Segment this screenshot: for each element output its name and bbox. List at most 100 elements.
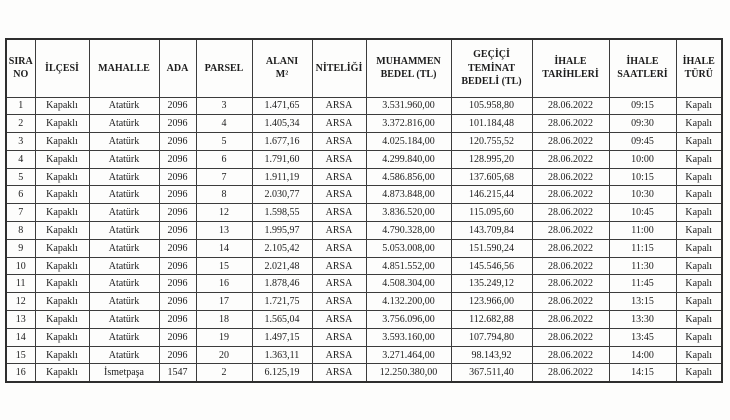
cell-sira_no: 14 — [5, 327, 36, 347]
cell-sira_no: 12 — [5, 292, 36, 312]
cell-ihale_saatleri: 14:00 — [608, 345, 677, 365]
cell-mahalle: Atatürk — [88, 167, 160, 187]
cell-muhammen_bedel_tl: 3.836.520,00 — [365, 203, 452, 223]
cell-alani_m2: 2.030,77 — [251, 185, 313, 205]
cell-sira_no: 15 — [5, 345, 36, 365]
cell-gecici_teminat_bedeli_tl: 151.590,24 — [450, 238, 533, 258]
cell-mahalle: Atatürk — [88, 345, 160, 365]
cell-ihale_saatleri: 10:30 — [608, 185, 677, 205]
cell-gecici_teminat_bedeli_tl: 105.958,80 — [450, 96, 533, 116]
cell-alani_m2: 1.598,55 — [251, 203, 313, 223]
cell-alani_m2: 6.125,19 — [251, 363, 313, 383]
cell-niteligi: ARSA — [311, 149, 367, 169]
table-row: 9 Kapaklı Atatürk 2096 14 2.105,42 ARSA 5.053.0… — [5, 238, 723, 258]
cell-alani_m2: 1.363,11 — [251, 345, 313, 365]
cell-ihale_turu: Kapalı — [675, 274, 723, 294]
cell-sira_no: 7 — [5, 203, 36, 223]
cell-ihale_turu: Kapalı — [675, 327, 723, 347]
cell-ihale_turu: Kapalı — [675, 310, 723, 329]
cell-parsel: 19 — [195, 327, 253, 347]
cell-ihale_saatleri: 11:15 — [608, 238, 677, 258]
cell-sira_no: 8 — [5, 221, 36, 240]
cell-ihale_turu: Kapalı — [675, 345, 723, 365]
cell-parsel: 7 — [195, 167, 253, 187]
cell-ihale_tarihleri: 28.06.2022 — [531, 310, 610, 329]
table-row: 4 Kapaklı Atatürk 2096 6 1.791,60 ARSA 4.299.84… — [5, 149, 723, 169]
cell-mahalle: Atatürk — [88, 327, 160, 347]
table-row: 16 Kapaklı İsmetpaşa 1547 2 6.125,19 ARSA 12.25… — [5, 363, 723, 383]
cell-niteligi: ARSA — [311, 221, 367, 240]
cell-alani_m2: 1.721,75 — [251, 292, 313, 312]
cell-ilcesi: Kapaklı — [34, 327, 90, 347]
cell-ada: 2096 — [158, 274, 197, 294]
cell-ihale_tarihleri: 28.06.2022 — [531, 167, 610, 187]
column-header-gecici_teminat_bedeli_tl: GEÇİÇİ TEMİNAT BEDELİ (TL) — [450, 38, 533, 98]
cell-parsel: 13 — [195, 221, 253, 240]
column-header-ihale_turu: İHALE TÜRÜ — [675, 38, 723, 98]
cell-ihale_tarihleri: 28.06.2022 — [531, 345, 610, 365]
cell-mahalle: Atatürk — [88, 149, 160, 169]
cell-alani_m2: 1.791,60 — [251, 149, 313, 169]
cell-mahalle: Atatürk — [88, 310, 160, 329]
cell-ihale_saatleri: 10:00 — [608, 149, 677, 169]
cell-niteligi: ARSA — [311, 363, 367, 383]
cell-ihale_tarihleri: 28.06.2022 — [531, 292, 610, 312]
cell-ada: 2096 — [158, 310, 197, 329]
cell-mahalle: Atatürk — [88, 203, 160, 223]
cell-ada: 2096 — [158, 96, 197, 116]
cell-ada: 2096 — [158, 256, 197, 276]
cell-ilcesi: Kapaklı — [34, 256, 90, 276]
cell-alani_m2: 1.677,16 — [251, 132, 313, 151]
cell-ilcesi: Kapaklı — [34, 149, 90, 169]
cell-ihale_tarihleri: 28.06.2022 — [531, 221, 610, 240]
cell-mahalle: Atatürk — [88, 221, 160, 240]
cell-alani_m2: 1.878,46 — [251, 274, 313, 294]
cell-parsel: 17 — [195, 292, 253, 312]
cell-muhammen_bedel_tl: 4.586.856,00 — [365, 167, 452, 187]
column-header-alani_m2: ALANI M² — [251, 38, 313, 98]
cell-ada: 2096 — [158, 203, 197, 223]
cell-mahalle: Atatürk — [88, 132, 160, 151]
cell-muhammen_bedel_tl: 3.593.160,00 — [365, 327, 452, 347]
cell-muhammen_bedel_tl: 4.299.840,00 — [365, 149, 452, 169]
table-header: SIRA NO İLÇESİ MAHALLE ADA PARSEL ALANI M² NİT… — [5, 38, 723, 98]
cell-muhammen_bedel_tl: 4.873.848,00 — [365, 185, 452, 205]
cell-alani_m2: 2.105,42 — [251, 238, 313, 258]
table-row: 5 Kapaklı Atatürk 2096 7 1.911,19 ARSA 4.586.85… — [5, 167, 723, 187]
cell-gecici_teminat_bedeli_tl: 145.546,56 — [450, 256, 533, 276]
cell-niteligi: ARSA — [311, 274, 367, 294]
cell-ada: 2096 — [158, 149, 197, 169]
column-header-muhammen_bedel_tl: MUHAMMEN BEDEL (TL) — [365, 38, 452, 98]
cell-ilcesi: Kapaklı — [34, 363, 90, 383]
column-header-sira_no: SIRA NO — [5, 38, 36, 98]
cell-ihale_turu: Kapalı — [675, 149, 723, 169]
cell-ihale_saatleri: 10:15 — [608, 167, 677, 187]
cell-parsel: 3 — [195, 96, 253, 116]
cell-sira_no: 6 — [5, 185, 36, 205]
cell-ihale_saatleri: 11:00 — [608, 221, 677, 240]
cell-mahalle: Atatürk — [88, 292, 160, 312]
cell-ilcesi: Kapaklı — [34, 203, 90, 223]
header-row: SIRA NO İLÇESİ MAHALLE ADA PARSEL ALANI M² NİT… — [5, 38, 723, 98]
table-row: 14 Kapaklı Atatürk 2096 19 1.497,15 ARSA 3.593.… — [5, 327, 723, 347]
cell-alani_m2: 2.021,48 — [251, 256, 313, 276]
cell-ada: 2096 — [158, 167, 197, 187]
cell-parsel: 14 — [195, 238, 253, 258]
table-row: 1 Kapaklı Atatürk 2096 3 1.471,65 ARSA 3.531.96… — [5, 96, 723, 116]
cell-ihale_turu: Kapalı — [675, 185, 723, 205]
cell-mahalle: Atatürk — [88, 114, 160, 134]
cell-niteligi: ARSA — [311, 114, 367, 134]
cell-ada: 2096 — [158, 114, 197, 134]
cell-ada: 2096 — [158, 221, 197, 240]
cell-muhammen_bedel_tl: 4.132.200,00 — [365, 292, 452, 312]
cell-parsel: 16 — [195, 274, 253, 294]
cell-niteligi: ARSA — [311, 256, 367, 276]
cell-ihale_saatleri: 09:15 — [608, 96, 677, 116]
cell-parsel: 12 — [195, 203, 253, 223]
cell-mahalle: Atatürk — [88, 256, 160, 276]
cell-parsel: 4 — [195, 114, 253, 134]
cell-alani_m2: 1.911,19 — [251, 167, 313, 187]
cell-ihale_saatleri: 14:15 — [608, 363, 677, 383]
cell-muhammen_bedel_tl: 4.790.328,00 — [365, 221, 452, 240]
cell-ilcesi: Kapaklı — [34, 167, 90, 187]
